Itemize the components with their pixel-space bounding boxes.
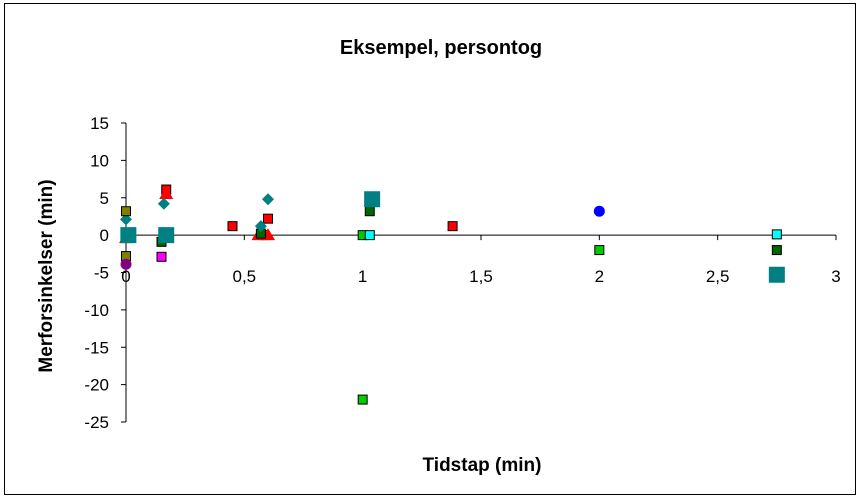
data-point <box>263 213 273 224</box>
chart-title: Eksempel, persontog <box>340 37 542 59</box>
data-points <box>119 184 785 405</box>
data-point <box>156 251 167 262</box>
data-point <box>254 220 267 233</box>
x-tick-label: 1,5 <box>469 267 493 286</box>
data-point <box>262 193 274 206</box>
data-point <box>158 227 175 244</box>
data-point <box>121 206 131 217</box>
data-point <box>120 258 132 270</box>
y-tick-label: 10 <box>90 151 109 170</box>
data-point <box>364 206 375 217</box>
data-point <box>159 187 174 200</box>
y-tick-label: 0 <box>100 226 109 245</box>
y-tick-label: -5 <box>94 264 109 283</box>
data-point <box>771 245 782 256</box>
y-axis-title: Merforsinkelser (min) <box>36 179 57 372</box>
data-point <box>447 221 458 232</box>
axes <box>121 122 837 423</box>
data-point <box>768 266 785 283</box>
y-tick-label: -10 <box>84 301 109 320</box>
y-tick-label: -25 <box>84 413 109 432</box>
data-point <box>594 245 605 256</box>
x-tick-label: 3 <box>831 267 840 286</box>
y-tick-label: -20 <box>84 376 109 395</box>
data-point <box>364 230 375 241</box>
chart-frame <box>4 3 856 495</box>
x-tick-label: 2 <box>595 267 604 286</box>
data-point <box>364 191 381 208</box>
y-tick-label: -15 <box>84 338 109 357</box>
data-point <box>593 205 605 217</box>
x-tick-label: 2,5 <box>706 267 730 286</box>
x-tick-label: 0,5 <box>233 267 257 286</box>
data-point <box>771 229 782 240</box>
data-point <box>227 221 238 232</box>
data-point <box>157 197 170 210</box>
tick-labels: 15 10 5 0 -5 -10 -15 -20 -25 0 0,5 1 1,5 2 2,5 3 <box>84 114 840 432</box>
data-point <box>120 227 137 244</box>
data-point <box>357 394 368 405</box>
x-axis-title: Tidstap (min) <box>423 455 542 476</box>
data-point <box>120 213 132 226</box>
x-tick-label: 0 <box>121 267 130 286</box>
x-tick-label: 1 <box>358 267 367 286</box>
y-tick-label: 15 <box>90 114 109 133</box>
y-tick-label: 5 <box>100 189 109 208</box>
